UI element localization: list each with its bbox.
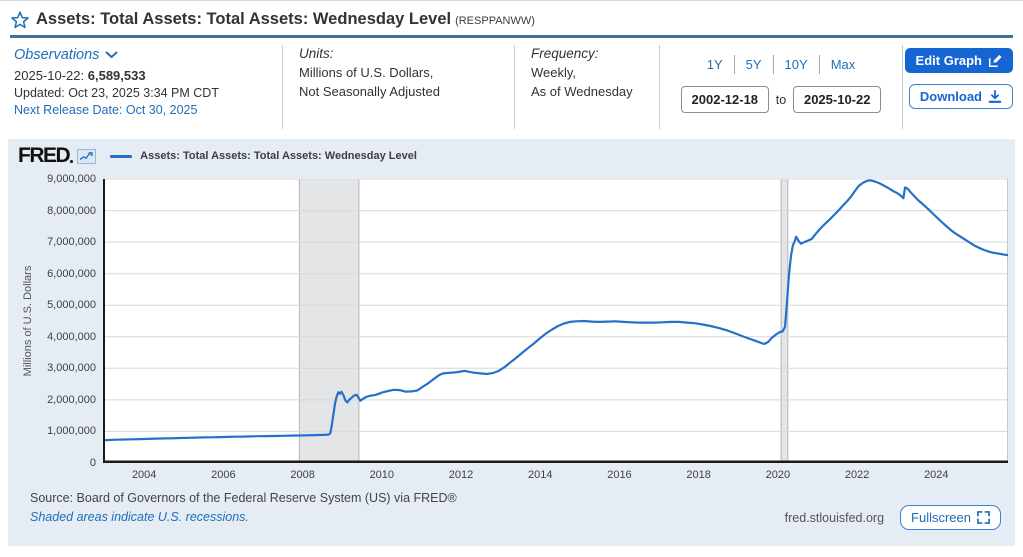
title-separator (10, 35, 1013, 38)
source-text: Source: Board of Governors of the Federa… (30, 491, 457, 505)
x-axis-tick-label: 2024 (924, 469, 949, 481)
fullscreen-button[interactable]: Fullscreen (900, 505, 1001, 530)
end-date-input[interactable] (793, 86, 882, 113)
series-id: (RESPPANWW) (455, 15, 535, 27)
fullscreen-icon (977, 511, 990, 524)
range-preset-group: 1Y 5Y 10Y Max (696, 55, 867, 74)
updated-text: Updated: Oct 23, 2025 3:34 PM CDT (14, 86, 219, 100)
edit-graph-button[interactable]: Edit Graph (904, 48, 1013, 73)
frequency-panel: Frequency: Weekly, As of Wednesday (515, 45, 660, 129)
download-icon (988, 89, 1002, 103)
chart-widget: FRED Assets: Total Assets: Total Assets:… (8, 139, 1015, 546)
latest-observation-date: 2025-10-22: (14, 68, 85, 83)
frequency-line2: As of Wednesday (531, 84, 633, 99)
range-preset-max[interactable]: Max (830, 57, 856, 72)
chevron-down-icon (105, 51, 118, 58)
fred-sparkline-icon (77, 148, 97, 164)
x-axis-tick-label: 2006 (211, 469, 236, 481)
units-line2: Not Seasonally Adjusted (299, 84, 440, 99)
download-label: Download (919, 89, 982, 104)
x-axis-tick-label: 2012 (448, 469, 474, 481)
y-axis-tick-label: 5,000,000 (47, 299, 96, 312)
fred-logo[interactable]: FRED (18, 144, 71, 167)
x-axis-tick-label: 2016 (607, 469, 632, 481)
latest-observation: 2025-10-22: 6,589,533 (14, 68, 274, 83)
units-panel: Units: Millions of U.S. Dollars, Not Sea… (283, 45, 515, 129)
observations-dropdown[interactable]: Observations (14, 47, 118, 63)
observations-label: Observations (14, 47, 100, 63)
y-axis-tick-label: 2,000,000 (47, 393, 96, 406)
chart-legend-row: FRED Assets: Total Assets: Total Assets:… (18, 144, 417, 167)
legend-label: Assets: Total Assets: Total Assets: Wedn… (140, 150, 417, 162)
y-axis-tick-label: 1,000,000 (47, 425, 96, 438)
plot-area[interactable] (103, 179, 1008, 463)
fred-site-link[interactable]: fred.stlouisfed.org (784, 510, 885, 525)
range-preset-1y[interactable]: 1Y (706, 57, 723, 72)
next-release-link[interactable]: Next Release Date: Oct 30, 2025 (14, 103, 198, 117)
x-axis-tick-label: 2018 (686, 469, 711, 481)
y-axis-tick-label: 8,000,000 (47, 204, 96, 217)
to-label: to (775, 92, 787, 107)
range-divider (818, 55, 820, 74)
series-meta-bar: Observations 2025-10-22: 6,589,533 Updat… (10, 45, 1013, 129)
latest-observation-value: 6,589,533 (87, 68, 146, 83)
logo-registered-dot (70, 159, 74, 163)
frequency-line1: Weekly, (531, 65, 577, 80)
date-range-inputs: to (680, 86, 882, 113)
start-date-input[interactable] (680, 86, 769, 113)
y-axis-title: Millions of U.S. Dollars (22, 265, 34, 377)
favorite-star-icon[interactable] (10, 10, 30, 30)
edit-graph-label: Edit Graph (915, 53, 982, 68)
legend-line-swatch (110, 154, 133, 158)
x-axis-tick-label: 2022 (844, 469, 870, 481)
range-divider (772, 55, 774, 74)
widget-footer-right: fred.stlouisfed.org Fullscreen (785, 505, 1001, 530)
y-axis-tick-label: 9,000,000 (47, 173, 96, 185)
series-title: Assets: Total Assets: Total Assets: Wedn… (36, 10, 452, 28)
x-axis-tick-label: 2014 (528, 469, 553, 481)
x-axis-tick-label: 2004 (131, 469, 157, 481)
time-series-plot[interactable] (103, 179, 1008, 463)
range-preset-5y[interactable]: 5Y (745, 57, 762, 72)
y-axis-tick-label: 3,000,000 (47, 362, 96, 375)
range-divider (733, 55, 735, 74)
range-preset-10y[interactable]: 10Y (784, 57, 808, 72)
actions-panel: Edit Graph Download (903, 45, 1013, 129)
page-title: Assets: Total Assets: Total Assets: Wedn… (36, 10, 535, 29)
date-range-panel: 1Y 5Y 10Y Max to (660, 45, 903, 129)
edit-pencil-icon (988, 54, 1002, 67)
download-button[interactable]: Download (908, 84, 1013, 109)
x-axis-tick-label: 2020 (765, 469, 791, 481)
y-axis-tick-label: 6,000,000 (47, 267, 96, 280)
y-axis-tick-label: 0 (89, 457, 96, 469)
x-axis-tick-label: 2008 (290, 469, 315, 481)
x-axis-tick-label: 2010 (369, 469, 395, 481)
units-line1: Millions of U.S. Dollars, (299, 65, 434, 80)
fullscreen-label: Fullscreen (911, 510, 971, 525)
y-axis-tick-label: 4,000,000 (47, 330, 96, 343)
frequency-label: Frequency: (531, 46, 599, 61)
observations-panel: Observations 2025-10-22: 6,589,533 Updat… (10, 45, 283, 129)
units-label: Units: (299, 46, 334, 61)
y-axis-tick-label: 7,000,000 (47, 236, 96, 249)
recessions-note-link[interactable]: Shaded areas indicate U.S. recessions. (30, 510, 249, 524)
